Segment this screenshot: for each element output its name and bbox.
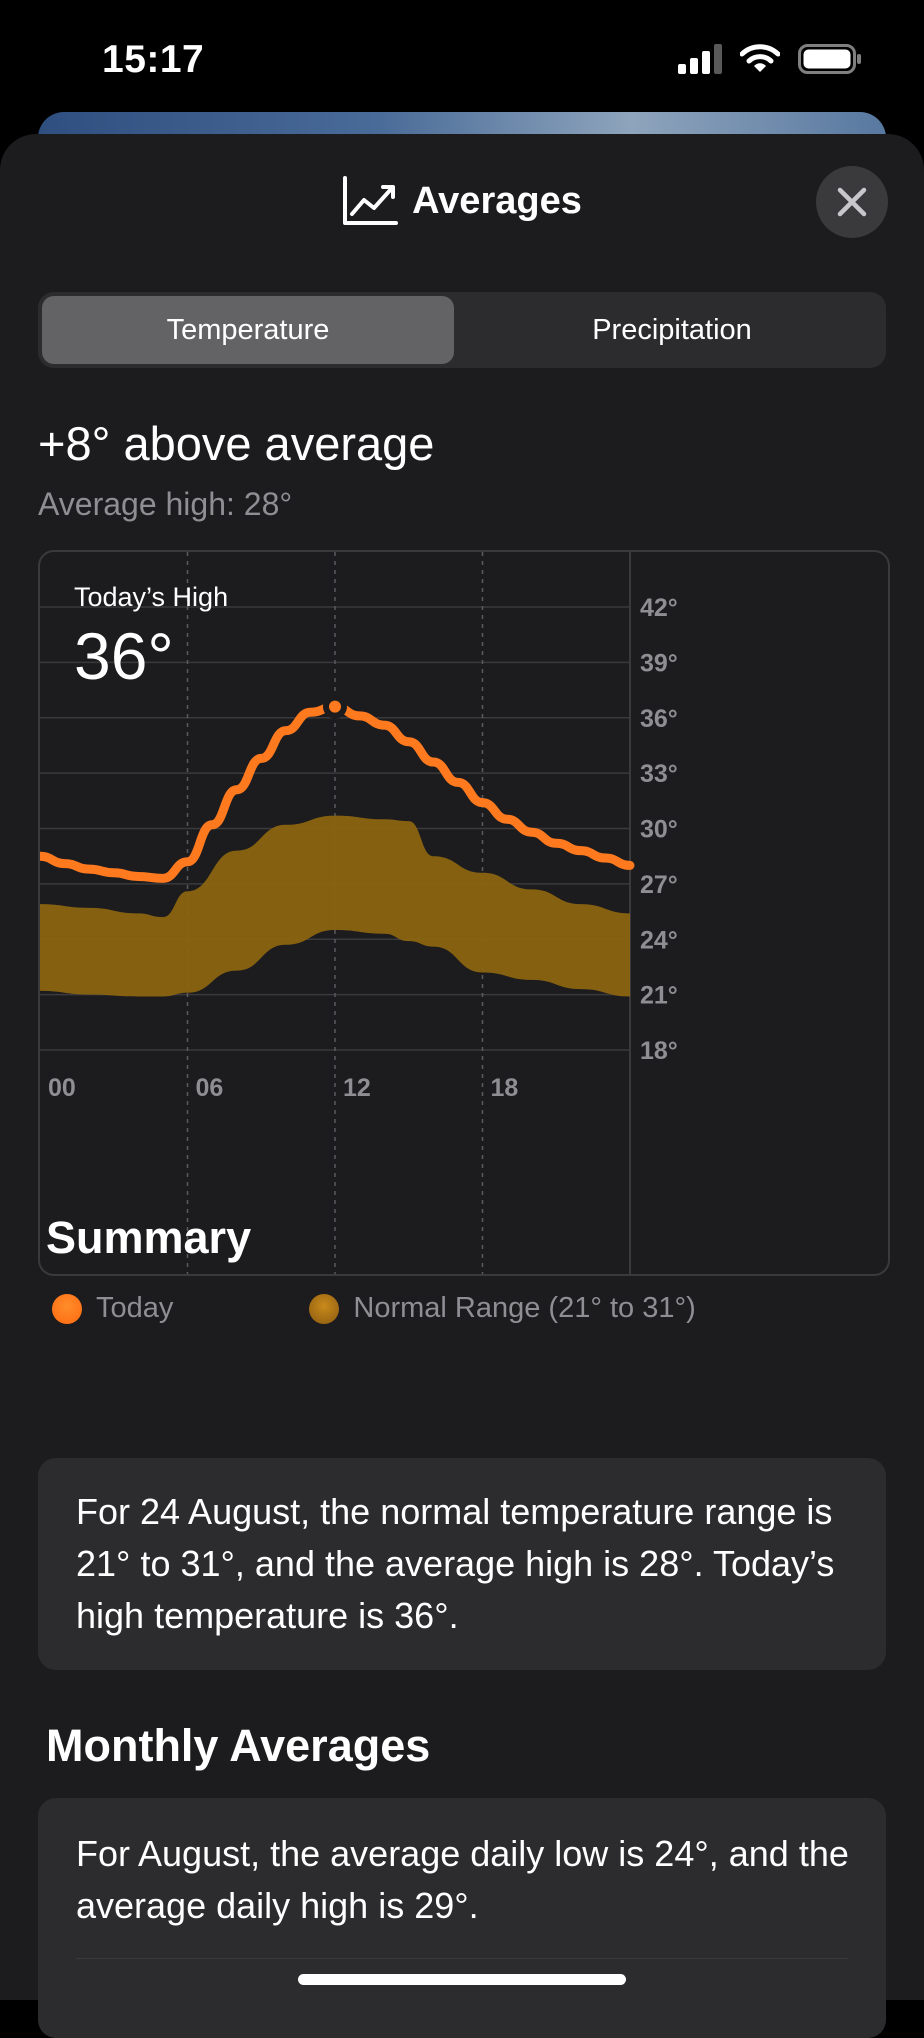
summary-card-box bbox=[38, 1458, 886, 1670]
summary-title: Summary bbox=[46, 1212, 252, 1263]
y-tick-label: 18° bbox=[640, 1037, 678, 1065]
tab-precipitation[interactable]: Precipitation bbox=[592, 313, 752, 346]
tab-temperature[interactable]: Temperature bbox=[42, 296, 454, 364]
todays-high-label: Today’s High bbox=[74, 582, 229, 612]
y-tick-label: 39° bbox=[640, 649, 678, 677]
sheet-header: Averages bbox=[0, 134, 924, 268]
averages-sheet: Averages Temperature Precipitation +8° a… bbox=[0, 134, 924, 2038]
card-divider bbox=[76, 1958, 848, 1959]
close-button[interactable] bbox=[816, 166, 888, 238]
average-high-text: Average high: 28° bbox=[38, 486, 293, 522]
close-icon bbox=[837, 187, 867, 217]
peak-marker bbox=[329, 700, 341, 713]
status-bar: 15:17 bbox=[0, 0, 924, 120]
legend-normal-range-label: Normal Range (21° to 31°) bbox=[353, 1292, 696, 1324]
legend-today-dot bbox=[52, 1293, 82, 1324]
monthly-averages-card: For August, the average daily low is 24°… bbox=[38, 1798, 886, 2038]
x-tick-label: 12 bbox=[343, 1074, 371, 1102]
x-tick-label: 06 bbox=[196, 1074, 224, 1102]
legend-normal-range-dot bbox=[309, 1293, 340, 1324]
todays-high-value: 36° bbox=[74, 619, 174, 693]
deviation-headline: +8° above average bbox=[38, 417, 435, 470]
wifi-icon bbox=[740, 44, 780, 72]
y-tick-label: 36° bbox=[640, 705, 678, 733]
status-icons bbox=[678, 44, 862, 74]
temperature-chart[interactable]: 42° 39° 36° 33° 30° 27° 24° 21° 18° 00 06 12 18 Toda… bbox=[38, 550, 890, 1276]
chart-line-icon bbox=[343, 176, 399, 225]
chart-plot: 42° 39° 36° 33° 30° 27° 24° 21° 18° 00 06 12 18 bbox=[40, 552, 678, 1274]
status-time: 15:17 bbox=[102, 38, 205, 81]
cellular-signal-icon bbox=[678, 44, 722, 74]
normal-range-band bbox=[40, 815, 630, 997]
legend-today-label: Today bbox=[96, 1292, 174, 1324]
x-tick-label: 00 bbox=[48, 1074, 76, 1102]
y-tick-label: 42° bbox=[640, 594, 678, 622]
chart-legend: Today Normal Range (21° to 31°) bbox=[52, 1292, 696, 1325]
summary-text-wrap: For 24 August, the normal temperature ra… bbox=[38, 1458, 886, 1670]
battery-icon bbox=[798, 44, 861, 74]
x-tick-label: 18 bbox=[491, 1074, 519, 1102]
y-tick-label: 21° bbox=[640, 982, 678, 1010]
summary-text: For 24 August, the normal temperature ra… bbox=[76, 1491, 835, 1636]
y-tick-label: 24° bbox=[640, 926, 678, 954]
monthly-averages-title: Monthly Averages bbox=[46, 1720, 431, 1771]
y-tick-label: 27° bbox=[640, 871, 678, 899]
segmented-control: Temperature Precipitation bbox=[38, 292, 886, 368]
monthly-averages-text: For August, the average daily low is 24°… bbox=[76, 1833, 849, 1926]
home-indicator[interactable] bbox=[298, 1974, 626, 1985]
sheet-title: Averages bbox=[412, 179, 582, 222]
y-tick-label: 33° bbox=[640, 760, 678, 788]
y-tick-label: 30° bbox=[640, 816, 678, 844]
